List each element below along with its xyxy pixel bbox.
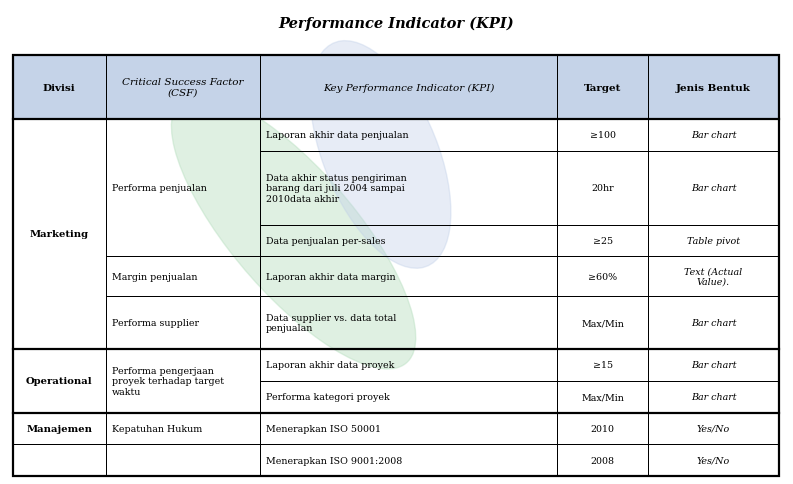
Bar <box>557 297 648 349</box>
Text: 2010: 2010 <box>591 424 615 433</box>
Text: Laporan akhir data margin: Laporan akhir data margin <box>266 272 396 281</box>
Bar <box>648 444 779 476</box>
Bar <box>648 297 779 349</box>
Bar <box>106 56 260 120</box>
Ellipse shape <box>310 42 451 269</box>
Text: Divisi: Divisi <box>43 83 75 92</box>
Text: Jenis Bentuk: Jenis Bentuk <box>676 83 751 92</box>
Text: Marketing: Marketing <box>29 230 89 239</box>
Bar <box>260 381 557 413</box>
Bar <box>106 297 260 349</box>
Text: Menerapkan ISO 50001: Menerapkan ISO 50001 <box>266 424 381 433</box>
Bar <box>557 56 648 120</box>
Text: Yes/No: Yes/No <box>697 456 730 465</box>
Bar <box>13 56 106 120</box>
Text: Data supplier vs. data total
penjualan: Data supplier vs. data total penjualan <box>266 313 396 333</box>
Bar <box>648 120 779 151</box>
Text: ≥15: ≥15 <box>592 361 613 370</box>
Bar <box>557 151 648 225</box>
Bar <box>648 413 779 444</box>
Bar <box>557 56 648 120</box>
Bar <box>648 56 779 120</box>
Bar <box>13 56 779 476</box>
Text: Laporan akhir data proyek: Laporan akhir data proyek <box>266 361 394 370</box>
Bar <box>106 444 260 476</box>
Text: Bar chart: Bar chart <box>691 361 737 370</box>
Bar <box>106 413 260 444</box>
Text: Margin penjualan: Margin penjualan <box>112 272 197 281</box>
Bar <box>648 349 779 381</box>
Text: Bar chart: Bar chart <box>691 393 737 401</box>
Bar <box>648 381 779 413</box>
Bar <box>557 120 648 151</box>
Text: Performa penjualan: Performa penjualan <box>112 184 206 193</box>
Bar <box>557 225 648 257</box>
Text: Performa kategori proyek: Performa kategori proyek <box>266 393 389 401</box>
Text: Data akhir status pengiriman
barang dari juli 2004 sampai
2010data akhir: Data akhir status pengiriman barang dari… <box>266 173 407 203</box>
Text: Operational: Operational <box>26 377 93 385</box>
Bar <box>260 444 557 476</box>
Bar <box>648 151 779 225</box>
Bar <box>557 444 648 476</box>
Text: Menerapkan ISO 9001:2008: Menerapkan ISO 9001:2008 <box>266 456 402 465</box>
Bar <box>106 349 260 413</box>
Text: Performance Indicator (KPI): Performance Indicator (KPI) <box>278 17 515 31</box>
Bar <box>13 413 106 444</box>
Text: Critical Success Factor
(CSF): Critical Success Factor (CSF) <box>122 78 244 98</box>
Bar <box>13 349 106 413</box>
Text: Bar chart: Bar chart <box>691 131 737 140</box>
Text: ≥25: ≥25 <box>592 237 613 245</box>
Text: ≥100: ≥100 <box>590 131 615 140</box>
Text: Bar chart: Bar chart <box>691 318 737 327</box>
Bar <box>260 257 557 297</box>
Bar <box>557 381 648 413</box>
Text: Table pivot: Table pivot <box>687 237 740 245</box>
Bar <box>13 444 106 476</box>
Bar <box>260 225 557 257</box>
Text: Target: Target <box>584 83 622 92</box>
Text: Text (Actual
Value).: Text (Actual Value). <box>684 267 742 287</box>
Bar <box>13 120 106 349</box>
Bar <box>260 349 557 381</box>
Bar <box>106 56 260 120</box>
Text: Kepatuhan Hukum: Kepatuhan Hukum <box>112 424 201 433</box>
Bar <box>106 120 260 257</box>
Bar <box>557 257 648 297</box>
Ellipse shape <box>171 95 416 369</box>
Text: Data penjualan per-sales: Data penjualan per-sales <box>266 237 385 245</box>
Bar <box>260 413 557 444</box>
Text: Performa pengerjaan
proyek terhadap target
waktu: Performa pengerjaan proyek terhadap targ… <box>112 366 224 396</box>
Bar <box>260 56 557 120</box>
Bar <box>557 349 648 381</box>
Bar <box>648 257 779 297</box>
Text: Yes/No: Yes/No <box>697 424 730 433</box>
Text: 2008: 2008 <box>591 456 615 465</box>
Bar <box>260 56 557 120</box>
Bar <box>648 225 779 257</box>
Bar <box>13 56 106 120</box>
Bar <box>648 56 779 120</box>
Text: Laporan akhir data penjualan: Laporan akhir data penjualan <box>266 131 408 140</box>
Bar <box>106 257 260 297</box>
Text: ≥60%: ≥60% <box>588 272 617 281</box>
Text: Max/Min: Max/Min <box>581 318 624 327</box>
Text: Bar chart: Bar chart <box>691 184 737 193</box>
Text: Max/Min: Max/Min <box>581 393 624 401</box>
Text: 20hr: 20hr <box>592 184 614 193</box>
Bar <box>260 120 557 151</box>
Text: Performa supplier: Performa supplier <box>112 318 198 327</box>
Bar <box>260 297 557 349</box>
Bar <box>557 413 648 444</box>
Bar <box>260 151 557 225</box>
Text: Manajemen: Manajemen <box>26 424 92 433</box>
Text: Key Performance Indicator (KPI): Key Performance Indicator (KPI) <box>323 83 495 92</box>
